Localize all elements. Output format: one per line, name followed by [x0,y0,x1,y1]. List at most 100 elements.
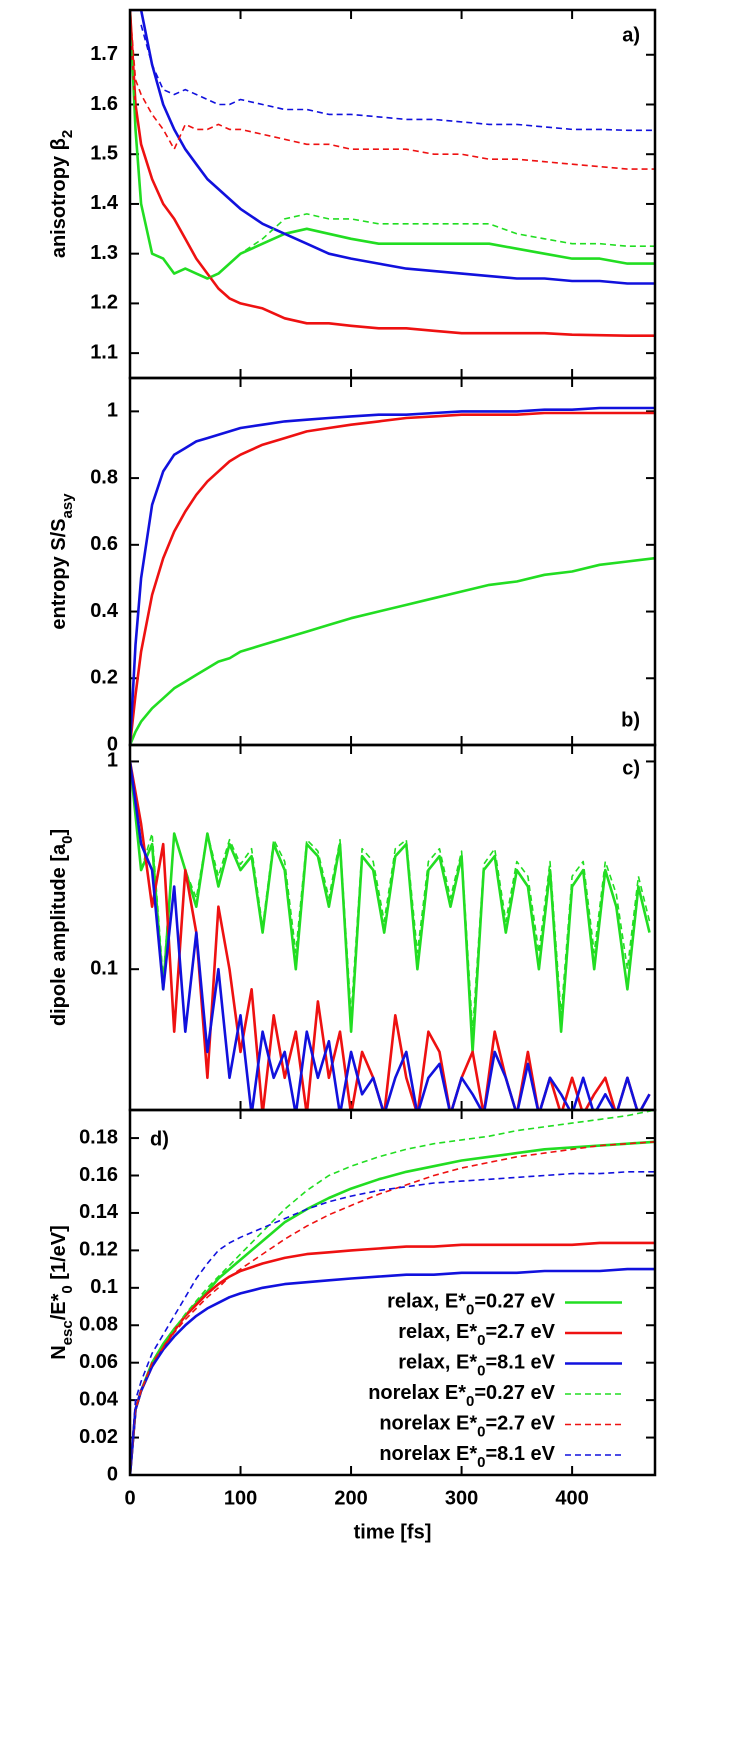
y-tick-label: 1.5 [90,142,118,164]
text-part: =0.27 eV [474,1291,555,1313]
subscript: 0 [59,836,76,844]
subscript: 0 [477,1424,485,1441]
y-tick-label: 1.2 [90,292,118,314]
y-tick-label: 0.02 [79,1426,118,1448]
series-line [130,556,655,745]
series-line [130,10,655,285]
y-tick-label: 1 [107,750,118,772]
text-part: norelax E* [379,1413,477,1435]
y-tick-label: 1 [107,400,118,422]
text-part: [1/eV] [48,1225,70,1285]
series-line [130,10,655,280]
panel-label: b) [621,709,640,731]
text-part: relax, E* [398,1321,477,1343]
x-tick-label: 0 [124,1487,135,1509]
subscript: 2 [59,130,76,138]
series-line [130,761,651,1110]
series-line [130,761,651,1054]
series-line [130,1171,655,1475]
panel-label: c) [622,757,640,779]
y-tick-label: 0.14 [79,1201,119,1223]
y-tick-label: 0 [107,733,118,755]
text-part: =8.1 eV [485,1443,555,1465]
y-tick-label: 0.04 [79,1388,119,1410]
y-tick-label: 1.1 [90,341,118,363]
y-tick-label: 1.4 [90,192,119,214]
legend-label: relax, E*0=8.1 eV [398,1352,555,1380]
legend-label: norelax E*0=8.1 eV [379,1443,555,1471]
subscript: 0 [466,1302,474,1319]
series-line [130,1140,655,1475]
subscript: asy [59,493,76,519]
y-tick-label: 1.7 [90,43,118,65]
series-line [130,411,655,745]
y-tick-label: 0.2 [90,667,118,689]
text-part: anisotropy β [48,138,70,258]
series-line [130,10,655,170]
y-axis-label: anisotropy β2 [48,130,76,258]
y-axis-label: entropy S/Sasy [48,493,76,630]
subscript: 0 [477,1454,485,1471]
series-line [130,10,655,337]
legend-label: norelax E*0=0.27 eV [368,1382,555,1410]
text-part: ] [48,829,70,836]
y-axis-label: Nesc/E*0 [1/eV] [48,1225,76,1360]
y-tick-label: 0.16 [79,1164,118,1186]
text-part: =2.7 eV [485,1321,555,1343]
plot-frame [128,8,657,380]
y-tick-label: 0.1 [90,957,118,979]
text-part: =8.1 eV [485,1352,555,1374]
x-axis-label: time [fs] [354,1521,432,1543]
plot-area [130,406,655,745]
y-tick-label: 0.8 [90,466,118,488]
subscript: 0 [477,1363,485,1380]
series-line [130,1110,655,1475]
series-line [130,761,651,1110]
legend-label: relax, E*0=2.7 eV [398,1321,555,1349]
y-tick-label: 0.6 [90,533,118,555]
text-part: relax, E* [387,1291,466,1313]
y-tick-label: 1.6 [90,93,118,115]
y-axis-label: dipole amplitude [a0] [48,829,76,1026]
x-tick-label: 300 [445,1487,478,1509]
plot-frame [128,376,657,747]
text-part: entropy S/S [48,518,70,629]
series-line [130,406,655,745]
series-line [130,10,655,280]
y-tick-label: 0.4 [90,600,119,622]
x-tick-label: 400 [555,1487,588,1509]
series-line [140,24,655,132]
panel-label: a) [622,24,640,46]
plot-area [130,1110,655,1475]
subscript: 0 [477,1332,485,1349]
text-part: relax, E* [398,1352,477,1374]
text-part: norelax E* [379,1443,477,1465]
text-part: =2.7 eV [485,1413,555,1435]
text-part: dipole amplitude [a [48,843,70,1026]
y-tick-label: 0.12 [79,1239,118,1261]
legend-label: norelax E*0=2.7 eV [379,1413,555,1441]
y-tick-label: 0.18 [79,1126,118,1148]
x-tick-label: 200 [334,1487,367,1509]
panel-label: d) [150,1128,169,1150]
text-part: N [48,1345,70,1359]
subscript: 0 [59,1285,76,1293]
legend-label: relax, E*0=0.27 eV [387,1291,556,1319]
text-part: /E* [48,1293,70,1320]
series-line [130,1241,655,1475]
y-tick-label: 0.1 [90,1276,118,1298]
y-tick-label: 0.08 [79,1314,118,1336]
plot-frame [128,1108,657,1477]
y-tick-label: 0.06 [79,1351,118,1373]
plot-area [130,10,655,337]
subscript: esc [59,1320,76,1345]
subscript: 0 [466,1393,474,1410]
plot-area [130,761,651,1110]
y-tick-label: 1.3 [90,242,118,264]
series-line [130,1141,655,1475]
text-part: =0.27 eV [474,1382,555,1404]
series-line [130,1267,655,1475]
y-tick-label: 0 [107,1463,118,1485]
